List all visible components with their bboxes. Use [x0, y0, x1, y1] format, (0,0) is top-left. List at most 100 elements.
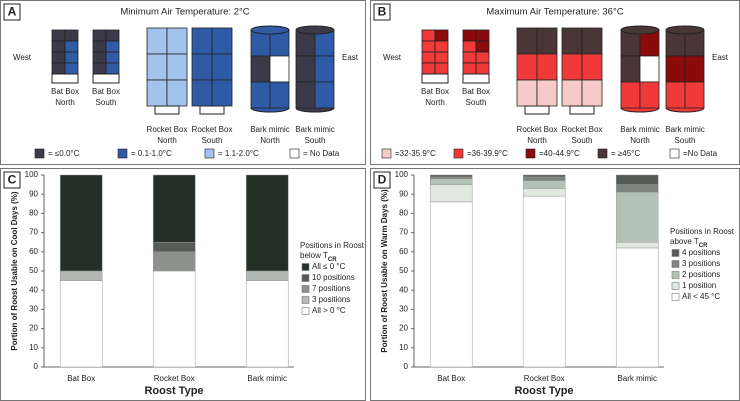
x-tick-label: Rocket Box [524, 374, 565, 383]
roost-label: North [260, 136, 280, 145]
roost-label: Bat Box [51, 87, 79, 96]
east-label: East [342, 53, 359, 62]
roost-cell [65, 63, 78, 74]
west-label: West [13, 53, 32, 62]
legend-swatch [302, 264, 309, 271]
legend-label: = ≤0.0°C [48, 149, 80, 158]
y-tick-label: 20 [29, 324, 38, 333]
roost-plate [463, 74, 489, 83]
diagram-title: Maximum Air Temperature: 36°C [486, 7, 623, 18]
roost-label: Bat Box [421, 87, 449, 96]
legend-swatch [672, 283, 679, 290]
roost-cell [582, 28, 602, 54]
bar-segment [523, 181, 565, 189]
roost-cell [666, 82, 685, 108]
bar-segment [430, 179, 472, 185]
bar-segment [153, 175, 195, 242]
legend-title-text: below T [300, 251, 328, 260]
roost-cell [562, 80, 582, 106]
x-axis-label: Roost Type [514, 385, 573, 397]
roost-label: Bark mimic [295, 125, 335, 134]
roost-label: South [96, 98, 117, 107]
legend-swatch [672, 294, 679, 301]
y-tick-label: 90 [29, 189, 38, 198]
roost-cell [476, 52, 489, 63]
roost-plate [155, 106, 179, 114]
legend-label: 2 positions [682, 270, 720, 279]
legend-title: Positions in Roost [670, 227, 735, 236]
west-label: West [383, 53, 402, 62]
roost-cell [422, 41, 435, 52]
roost-plate [525, 106, 549, 114]
roost-cell [147, 54, 167, 80]
panel-label: A [8, 5, 17, 19]
roost-cell [537, 54, 557, 80]
roost-cell [65, 52, 78, 63]
legend-label: = ≥45°C [611, 149, 640, 158]
roost-cell [65, 41, 78, 52]
roost-cell [52, 52, 65, 63]
roost-cell [147, 28, 167, 54]
x-tick-label: Bat Box [437, 374, 465, 383]
roost-label: Rocket Box [192, 125, 233, 134]
x-tick-label: Bat Box [67, 374, 95, 383]
roost-cell [666, 56, 685, 82]
roost-cell [65, 30, 78, 41]
roost-cell [147, 80, 167, 106]
roost-cell [517, 28, 537, 54]
roost-cell [93, 41, 106, 52]
roost-cell [52, 63, 65, 74]
bar-segment [523, 196, 565, 367]
roost-cell [422, 52, 435, 63]
roost-cell [582, 80, 602, 106]
roost-cell [463, 41, 476, 52]
bar-segment [616, 192, 658, 242]
roost-top [666, 26, 704, 34]
roost-cell [167, 80, 187, 106]
legend-label: =36-39.9°C [467, 149, 508, 158]
roost-label: Bat Box [92, 87, 120, 96]
legend-swatch [526, 149, 535, 158]
legend-swatch [598, 149, 607, 158]
roost-cell [106, 30, 119, 41]
bar-segment [523, 188, 565, 196]
roost-plate [200, 106, 224, 114]
legend-swatch [118, 149, 127, 158]
roost-cell [167, 54, 187, 80]
roost-cell [270, 56, 289, 82]
roost-cell [296, 82, 315, 108]
roost-label: North [55, 98, 75, 107]
roost-plate [52, 74, 78, 83]
legend-label: All ≤ 0 °C [312, 262, 346, 271]
roost-cell [192, 28, 212, 54]
y-tick-label: 30 [399, 305, 408, 314]
y-tick-label: 80 [29, 209, 38, 218]
legend-label: 3 positions [312, 295, 350, 304]
bar-segment [60, 271, 102, 281]
roost-label: Rocket Box [147, 125, 188, 134]
y-tick-label: 70 [399, 228, 408, 237]
bar-segment [246, 175, 288, 271]
y-tick-label: 30 [29, 305, 38, 314]
roost-cell [52, 41, 65, 52]
roost-plate [422, 74, 448, 83]
legend-label: 3 positions [682, 259, 720, 268]
legend-label: =32-35.9°C [395, 149, 436, 158]
y-tick-label: 50 [399, 266, 408, 275]
bar-segment [430, 202, 472, 367]
legend-title: above TCR [670, 237, 708, 248]
y-tick-label: 90 [399, 189, 408, 198]
roost-cell [251, 82, 270, 108]
roost-cell [212, 54, 232, 80]
roost-label: South [202, 136, 223, 145]
roost-cell [212, 80, 232, 106]
roost-cell [435, 41, 448, 52]
legend-swatch [670, 149, 679, 158]
bar-segment [616, 185, 658, 193]
roost-cell [435, 52, 448, 63]
roost-cell [463, 30, 476, 41]
legend-label: 4 positions [682, 248, 720, 257]
y-tick-label: 0 [404, 362, 409, 371]
bar-segment [60, 281, 102, 367]
roost-top [296, 26, 334, 34]
